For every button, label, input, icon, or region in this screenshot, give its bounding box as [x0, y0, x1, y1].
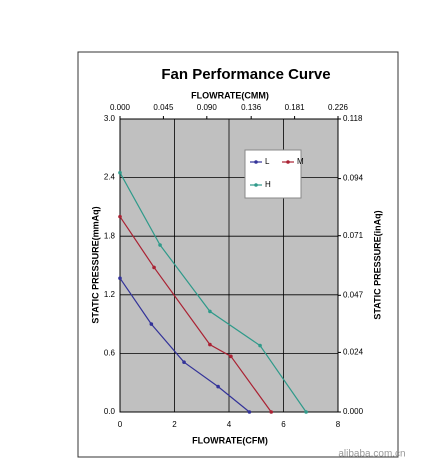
x2-tick-label: 0.226	[328, 103, 349, 112]
y-axis-label: STATIC PRESSURE(mmAq)	[90, 206, 100, 323]
point	[182, 360, 186, 364]
y2-tick-label: 0.094	[343, 174, 364, 183]
x-axis-label: FLOWRATE(CFM)	[192, 435, 268, 445]
y-tick-label: 0.6	[104, 349, 116, 358]
x-tick-label: 8	[336, 420, 341, 429]
point	[152, 265, 156, 270]
legend-label: L	[265, 157, 270, 166]
legend	[244, 149, 302, 199]
watermark: alibaba.com.cn	[338, 449, 405, 460]
legend-marker	[254, 160, 258, 164]
point	[118, 276, 122, 280]
y2-tick-label: 0.047	[343, 290, 364, 299]
legend-label: H	[265, 180, 271, 189]
y-tick-label: 1.2	[104, 290, 116, 299]
y2-tick-label: 0.118	[343, 114, 363, 123]
x2-tick-label: 0.000	[110, 103, 131, 112]
y-tick-label: 2.4	[104, 173, 116, 182]
x-tick-label: 6	[281, 420, 286, 429]
point	[229, 354, 233, 359]
y2-tick-label: 0.000	[343, 407, 364, 416]
chart-title: Fan Performance Curve	[161, 66, 330, 83]
point	[208, 342, 212, 347]
x2-tick-label: 0.181	[285, 103, 306, 112]
y2-tick-label: 0.024	[343, 348, 364, 357]
legend-label: M	[297, 157, 304, 166]
x2-tick-label: 0.045	[153, 103, 174, 112]
x-tick-label: 4	[227, 420, 232, 429]
point	[118, 214, 122, 219]
x-tick-label: 2	[172, 420, 177, 429]
x2-tick-label: 0.090	[197, 103, 218, 112]
y-tick-label: 1.8	[104, 231, 116, 240]
point	[269, 410, 274, 414]
y-tick-label: 0.0	[104, 407, 116, 416]
point	[158, 243, 162, 247]
legend-marker	[286, 160, 290, 164]
point	[149, 322, 154, 326]
point	[258, 343, 262, 348]
point	[304, 410, 308, 414]
x2-tick-label: 0.136	[241, 103, 262, 112]
legend-marker	[254, 183, 258, 187]
point	[208, 309, 212, 314]
x-tick-label: 0	[118, 420, 123, 429]
x2-axis-label: FLOWRATE(CMM)	[191, 90, 269, 100]
y2-tick-label: 0.071	[343, 231, 364, 240]
point	[216, 384, 220, 389]
point	[118, 170, 122, 175]
y-tick-label: 3.0	[104, 114, 116, 123]
point	[247, 410, 252, 414]
y2-axis-label: STATIC PRESSURE(inAq)	[372, 210, 382, 319]
